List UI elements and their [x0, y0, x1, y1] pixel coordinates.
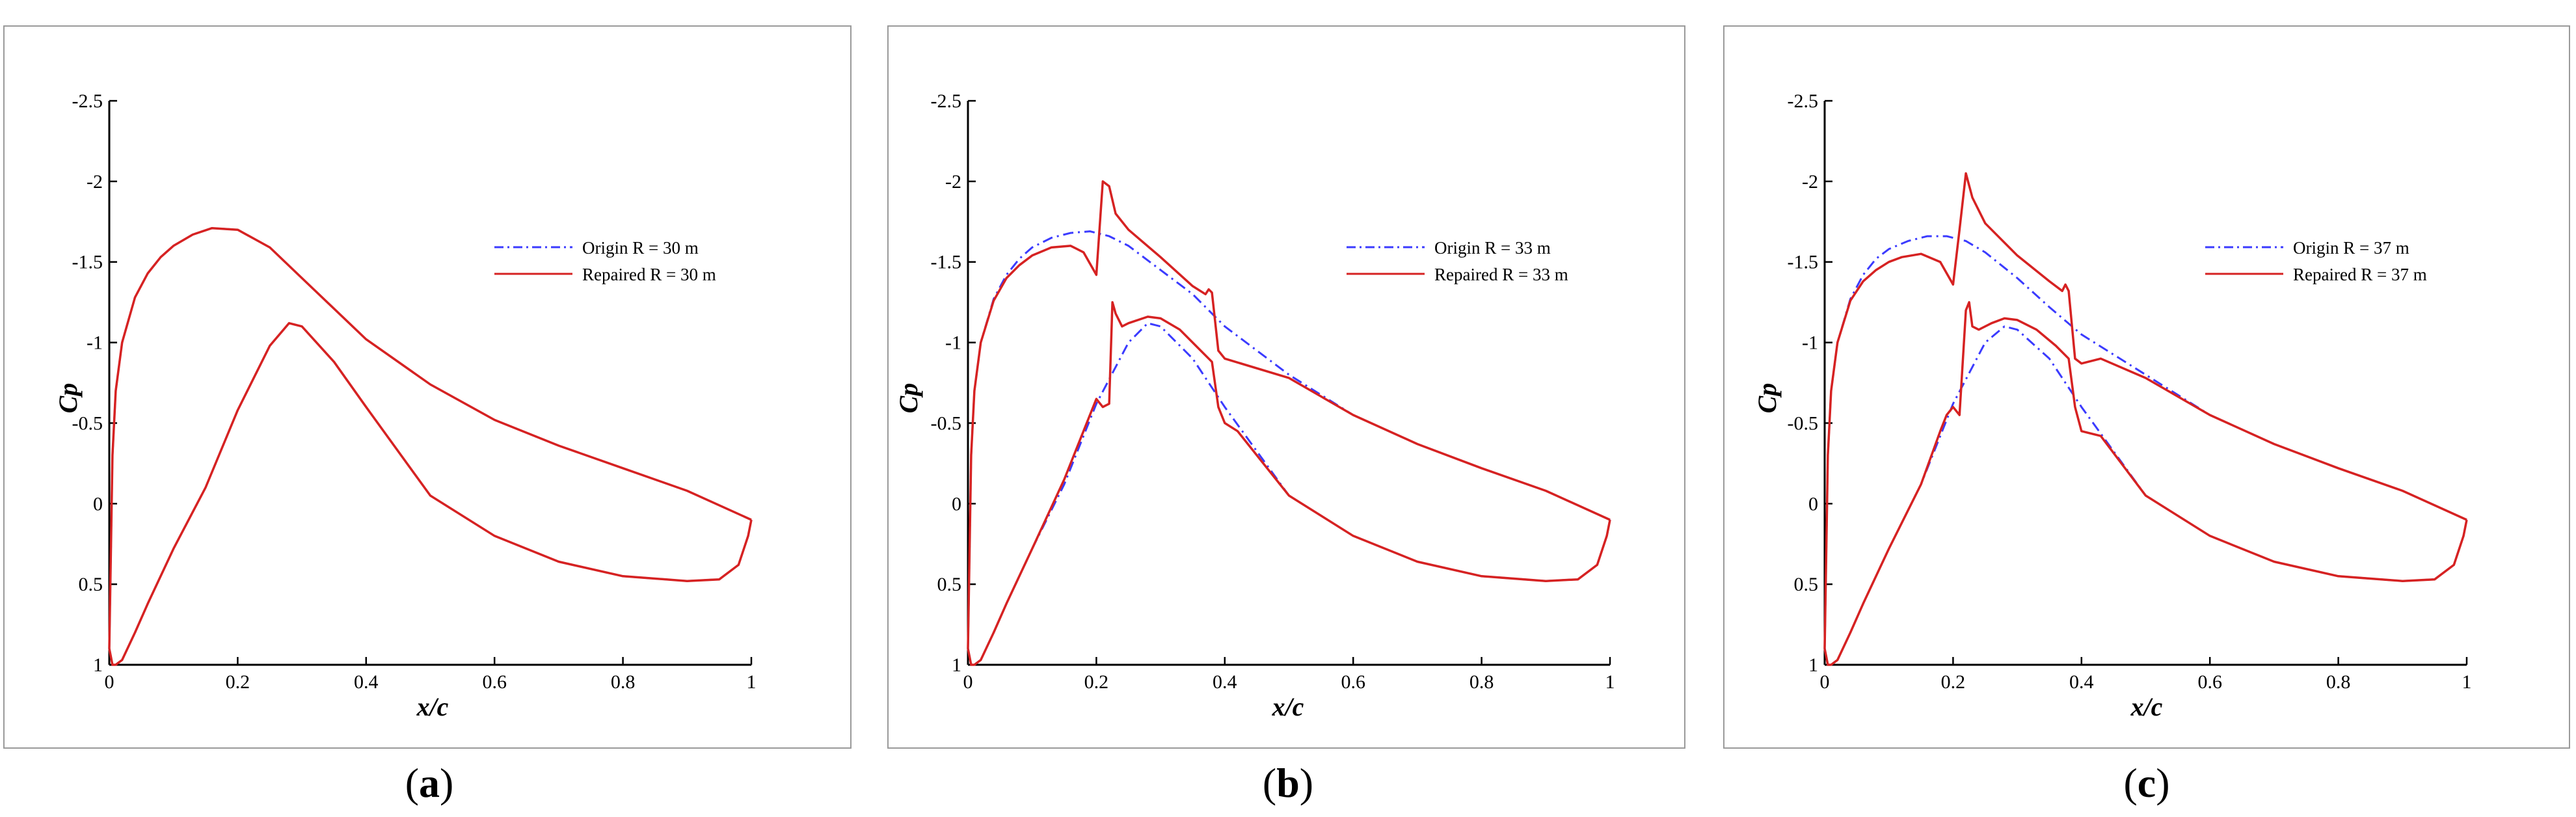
- panel-b-label-letter: b: [1276, 760, 1300, 806]
- panel-a: -2.5-2-1.5-1-0.500.510 0.2 0.4 0.6 0.8 1 Cp x…: [3, 25, 852, 806]
- panel-b-y-tick-label: -0.5: [931, 412, 962, 434]
- panel-a-x-tick-label: 0.4: [354, 671, 379, 693]
- panel-b-plot: -2.5-2-1.5-1-0.500.510 0.2 0.4 0.6 0.8 1: [931, 90, 1615, 693]
- panel-a-x-tick-label: 0.2: [226, 671, 250, 693]
- panel-a-y-tick-label: 0.5: [79, 574, 103, 595]
- panel-c-y-tick-label: -0.5: [1788, 412, 1819, 434]
- panel-b-y-tick-label: 1: [952, 654, 961, 676]
- panel-b-y-tick-label: 0.5: [937, 574, 962, 595]
- panel-b-y-tick-label: -2.5: [931, 90, 962, 112]
- panel-c-legend-repaired-label: Repaired R = 37 m: [2293, 265, 2427, 284]
- panel-b-xlabel: x/c: [1272, 692, 1304, 721]
- panel-c-label-letter: c: [2138, 760, 2156, 806]
- panel-c-x-tick-label: 0.6: [2197, 671, 2222, 693]
- panel-a-y-tick-label: 0: [93, 493, 103, 515]
- panel-b-x-tick-label: 1: [1605, 671, 1615, 693]
- panel-a-y-tick-label: -1.5: [72, 252, 103, 273]
- panel-c-repaired-pressure-line: [1823, 301, 2468, 666]
- panel-c-repaired-suction-line: [1823, 172, 2467, 649]
- panel-b: -2.5-2-1.5-1-0.500.510 0.2 0.4 0.6 0.8 1 Cp x…: [887, 25, 1685, 806]
- panel-c-y-tick-label: 0.5: [1794, 574, 1819, 595]
- panel-b-label: (b): [1263, 760, 1313, 806]
- panel-b-x-tick-label: 0.8: [1469, 671, 1494, 693]
- panel-b-repaired-suction-line: [967, 180, 1611, 649]
- panel-c-y-tick-label: 0: [1808, 493, 1818, 515]
- panel-b-x-tick-label: 0.4: [1213, 671, 1237, 693]
- panel-a-label-letter: a: [419, 760, 440, 806]
- panel-b-x-tick-label: 0.2: [1084, 671, 1109, 693]
- panel-b-y-tick-label: -1: [945, 332, 961, 354]
- panel-a-y-tick-label: -2.5: [72, 90, 103, 112]
- panel-a-x-tick-label: 0.8: [611, 671, 636, 693]
- panel-a-x-tick-label: 1: [747, 671, 757, 693]
- panel-c-xlabel: x/c: [2130, 692, 2163, 721]
- panel-a-frame: [3, 25, 852, 749]
- panel-b-ylabel: Cp: [894, 383, 923, 414]
- panel-c-x-tick-label: 1: [2462, 671, 2472, 693]
- panel-c-plot: -2.5-2-1.5-1-0.500.510 0.2 0.4 0.6 0.8 1: [1788, 90, 2472, 693]
- panel-b-repaired-pressure-line: [967, 301, 1611, 666]
- panel-c: -2.5-2-1.5-1-0.500.510 0.2 0.4 0.6 0.8 1 Cp x…: [1723, 25, 2570, 806]
- panel-b-legend-repaired-label: Repaired R = 33 m: [1434, 265, 1568, 284]
- panel-c-frame: [1723, 25, 2570, 749]
- panel-a-repaired-pressure-line: [108, 322, 753, 666]
- panel-c-x-tick-label: 0.8: [2326, 671, 2351, 693]
- panel-a-legend-repaired-label: Repaired R = 30 m: [582, 265, 716, 284]
- panel-b-y-tick-label: -2: [945, 171, 961, 193]
- panel-b-legend-origin-label: Origin R = 33 m: [1434, 238, 1551, 258]
- panel-a-legend-origin-label: Origin R = 30 m: [582, 238, 699, 258]
- panel-c-y-tick-label: -1: [1802, 332, 1818, 354]
- panel-c-y-tick-label: 1: [1808, 654, 1818, 676]
- panel-b-x-tick-label: 0: [963, 671, 973, 693]
- panel-a-ylabel: Cp: [53, 383, 83, 414]
- panel-b-y-tick-label: -1.5: [931, 252, 962, 273]
- panel-b-x-tick-label: 0.6: [1341, 671, 1365, 693]
- panel-c-y-tick-label: -2.5: [1788, 90, 1819, 112]
- panel-a-plot: -2.5-2-1.5-1-0.500.510 0.2 0.4 0.6 0.8 1: [72, 90, 757, 693]
- panel-a-y-tick-label: 1: [93, 654, 103, 676]
- panel-c-legend-origin-label: Origin R = 37 m: [2293, 238, 2409, 258]
- panel-a-repaired-suction-line: [108, 226, 752, 649]
- panel-c-x-tick-label: 0.2: [1941, 671, 1966, 693]
- panel-c-x-tick-label: 0: [1820, 671, 1830, 693]
- panel-a-y-tick-label: -1: [87, 332, 103, 354]
- panel-a-y-tick-label: -0.5: [72, 412, 103, 434]
- panel-c-ylabel: Cp: [1752, 383, 1782, 414]
- panel-b-y-tick-label: 0: [952, 493, 961, 515]
- panel-c-x-tick-label: 0.4: [2069, 671, 2094, 693]
- panel-a-y-tick-label: -2: [87, 171, 103, 193]
- panel-a-label: (a): [405, 760, 454, 806]
- panel-a-xlabel: x/c: [416, 692, 449, 721]
- panel-a-x-tick-label: 0: [105, 671, 114, 693]
- panel-c-y-tick-label: -2: [1802, 171, 1818, 193]
- panel-a-x-tick-label: 0.6: [482, 671, 507, 693]
- panel-c-label: (c): [2123, 760, 2169, 806]
- panel-b-frame: [887, 25, 1685, 749]
- panel-c-y-tick-label: -1.5: [1788, 252, 1819, 273]
